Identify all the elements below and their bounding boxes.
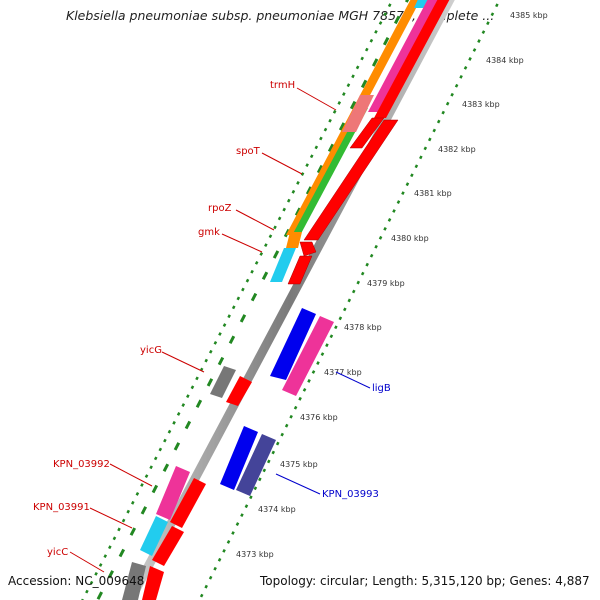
tick-4374: 4374 kbp <box>258 505 296 514</box>
strip-red-top <box>374 0 450 118</box>
label-ligB: ligB <box>335 371 391 394</box>
gene-KPN_03993-blue <box>220 426 258 490</box>
label-ligB-text: ligB <box>372 383 391 394</box>
gene-gmk <box>287 255 313 285</box>
gene-spoT <box>303 119 399 241</box>
strip-green <box>288 108 368 243</box>
strip-salmon <box>342 95 374 132</box>
tick-4377: 4377 kbp <box>324 368 362 377</box>
gene-yicG-gray <box>210 366 236 398</box>
gene-KPN_03991-red <box>152 526 184 566</box>
label-rpoZ-text: rpoZ <box>208 203 232 214</box>
tick-4382: 4382 kbp <box>438 145 476 154</box>
gene-KPN_03993-slate <box>236 434 276 496</box>
guide-line-outer-left <box>81 0 394 600</box>
gene-orange-small <box>286 232 302 248</box>
tick-4384: 4384 kbp <box>486 56 524 65</box>
label-KPN_03991-text: KPN_03991 <box>33 502 90 513</box>
gene-ligB-blue <box>270 308 316 380</box>
gene-trmH <box>349 117 385 149</box>
tick-4378: 4378 kbp <box>344 323 382 332</box>
label-trmH: trmH <box>270 80 337 111</box>
gene-yicC-gray <box>122 562 146 600</box>
gene-yicG-red <box>226 376 252 406</box>
gene-KPN_03992-pink <box>156 466 190 520</box>
guide-line-ticks <box>95 0 410 600</box>
gene-KPN_03992-red <box>170 478 206 528</box>
label-spoT: spoT <box>236 146 303 175</box>
label-KPN_03992-text: KPN_03992 <box>53 459 110 470</box>
gene-labels[interactable]: trmH spoT rpoZ gmk yicG KPN_03992 KPN_03… <box>33 80 391 573</box>
label-gmk-text: gmk <box>198 227 220 238</box>
label-KPN_03992: KPN_03992 <box>53 459 153 487</box>
label-rpoZ: rpoZ <box>208 203 275 231</box>
gene-cyan-left <box>270 248 296 282</box>
label-KPN_03991: KPN_03991 <box>33 502 133 529</box>
label-yicG: yicG <box>140 345 205 373</box>
label-KPN_03993: KPN_03993 <box>275 473 379 500</box>
tick-4381: 4381 kbp <box>414 189 452 198</box>
strips-right <box>368 0 450 118</box>
label-trmH-text: trmH <box>270 80 295 91</box>
guide-lines <box>81 0 501 600</box>
label-yicC-text: yicC <box>47 547 68 558</box>
topology-text: Topology: circular; Length: 5,315,120 bp… <box>260 574 590 588</box>
tick-4383: 4383 kbp <box>462 100 500 109</box>
accession-text: Accession: NC_009648 <box>8 574 145 588</box>
map-title: Klebsiella pneumoniae subsp. pneumoniae … <box>66 8 495 23</box>
gene-KPN_03991-cyan <box>140 516 168 556</box>
gene-features[interactable] <box>122 117 399 600</box>
label-gmk: gmk <box>198 227 263 253</box>
tick-4385: 4385 kbp <box>510 11 548 20</box>
strips-left <box>286 0 432 243</box>
strip-pink-top <box>368 0 440 112</box>
tick-4376: 4376 kbp <box>300 413 338 422</box>
kbp-ticks: 4385 kbp 4384 kbp 4383 kbp 4382 kbp 4381… <box>236 11 548 559</box>
tick-4380: 4380 kbp <box>391 234 429 243</box>
label-KPN_03993-text: KPN_03993 <box>322 489 379 500</box>
gene-rpoZ <box>299 241 317 257</box>
tick-4379: 4379 kbp <box>367 279 405 288</box>
label-spoT-text: spoT <box>236 146 261 157</box>
tick-4373: 4373 kbp <box>236 550 274 559</box>
gene-yicC-red <box>142 566 164 600</box>
label-yicG-text: yicG <box>140 345 162 356</box>
gene-ligB-pink <box>282 316 334 396</box>
label-yicC: yicC <box>47 547 105 573</box>
tick-4375: 4375 kbp <box>280 460 318 469</box>
guide-line-right <box>198 0 501 600</box>
